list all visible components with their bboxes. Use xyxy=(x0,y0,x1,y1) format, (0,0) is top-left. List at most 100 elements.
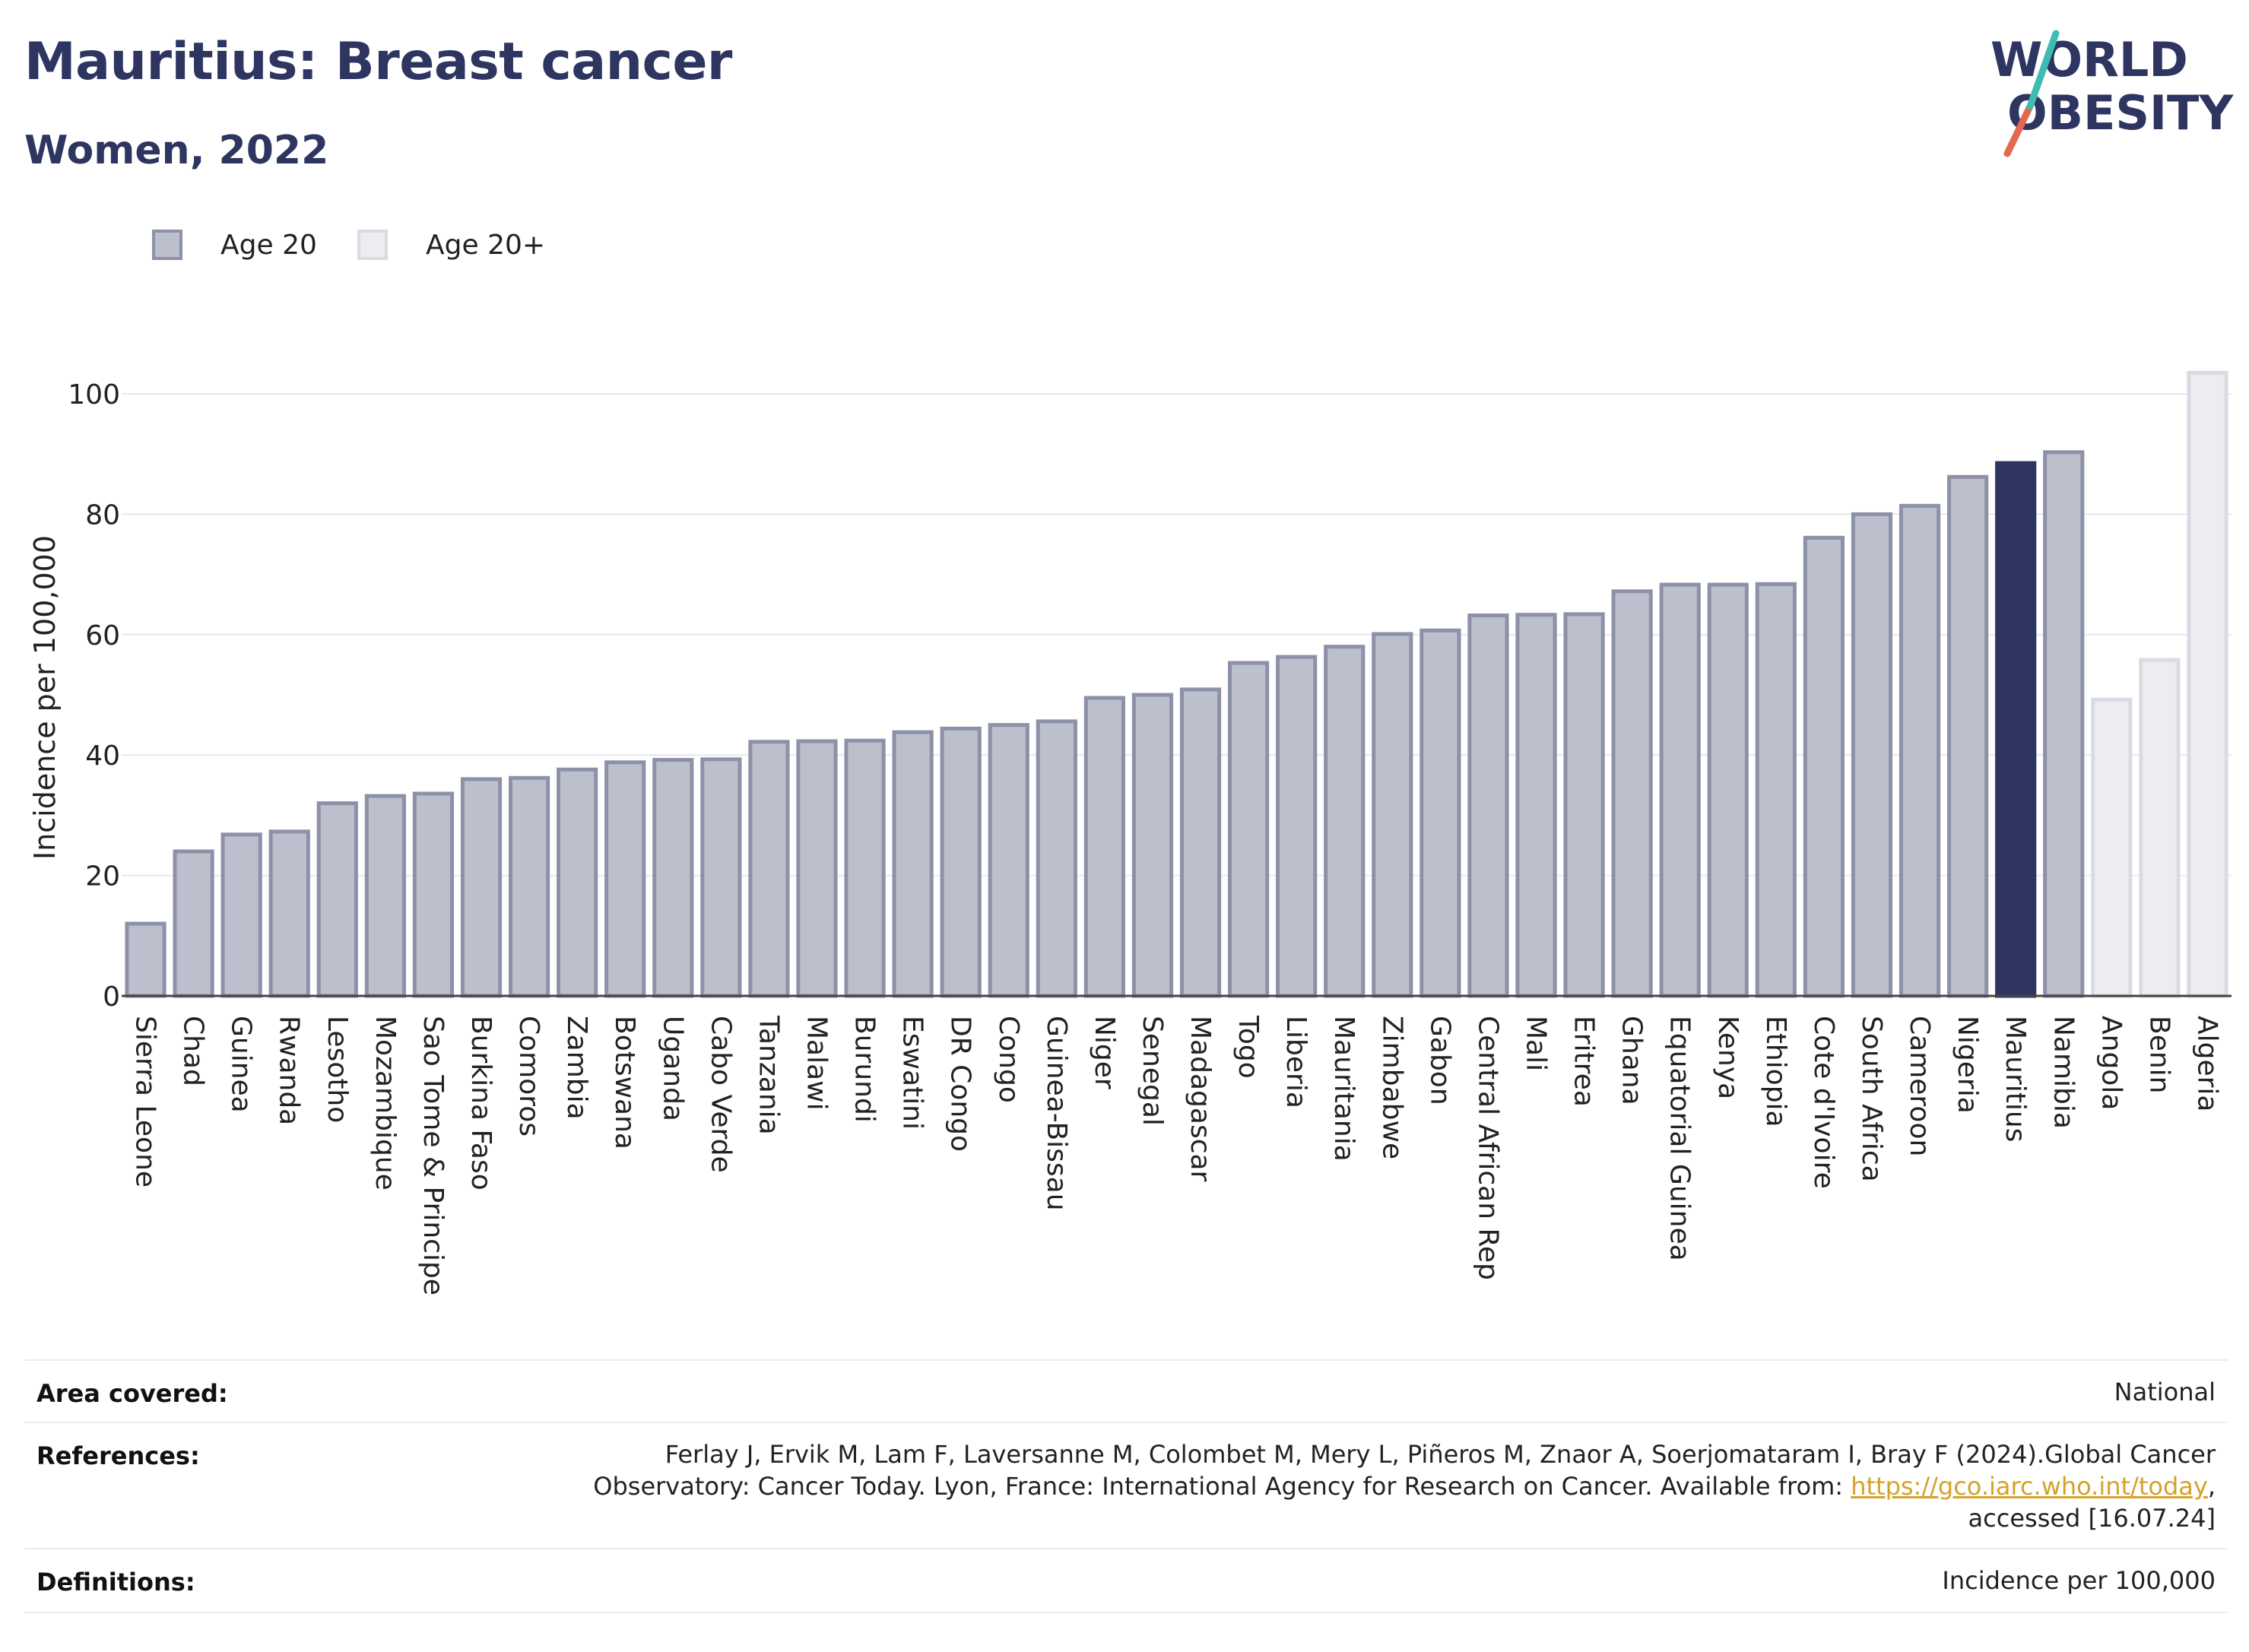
legend-label-age20: Age 20 xyxy=(220,230,317,261)
x-tick-label: Gabon xyxy=(1424,1016,1455,1105)
x-tick-label: Central African Rep xyxy=(1472,1016,1503,1280)
bar-guinea[interactable] xyxy=(220,832,262,998)
x-tick-label: Cote d'Ivoire xyxy=(1808,1016,1839,1189)
bar-senegal[interactable] xyxy=(1131,693,1174,998)
x-tick-label: Chad xyxy=(178,1016,209,1086)
bar-eritrea[interactable] xyxy=(1563,612,1605,998)
logo-text-line2: OBESITY xyxy=(2007,85,2234,141)
x-tick-label: Guinea xyxy=(226,1016,257,1113)
bar-rwanda[interactable] xyxy=(268,829,310,998)
bar-mauritania[interactable] xyxy=(1324,645,1366,998)
bar-angola[interactable] xyxy=(2091,697,2133,998)
x-tick-label: Algeria xyxy=(2191,1016,2222,1112)
x-tick-label: Mali xyxy=(1521,1016,1552,1071)
bar-liberia[interactable] xyxy=(1276,655,1318,998)
bar-dr-congo[interactable] xyxy=(940,726,982,998)
bar-sao-tome-principe[interactable] xyxy=(412,791,455,998)
bar-chad[interactable] xyxy=(173,849,214,998)
y-tick-label: 80 xyxy=(85,499,120,531)
x-tick-label: Equatorial Guinea xyxy=(1664,1016,1695,1261)
bar-niger[interactable] xyxy=(1083,696,1125,998)
bar-central-african-rep[interactable] xyxy=(1467,613,1509,998)
page-subtitle: Women, 2022 xyxy=(24,128,329,173)
bar-lesotho[interactable] xyxy=(316,801,358,998)
x-tick-label: Sierra Leone xyxy=(130,1016,161,1187)
bar-congo[interactable] xyxy=(988,723,1029,998)
x-tick-label: Sao Tome & Principe xyxy=(417,1016,449,1295)
bar-equatorial-guinea[interactable] xyxy=(1659,582,1701,998)
x-tick-label: Malawi xyxy=(801,1016,832,1111)
bar-uganda[interactable] xyxy=(652,758,694,998)
x-tick-label: Mauritania xyxy=(1328,1016,1359,1162)
y-axis-label: Incidence per 100,000 xyxy=(28,535,62,860)
bar-algeria[interactable] xyxy=(2187,370,2228,998)
x-tick-label: Kenya xyxy=(1712,1016,1743,1099)
bar-benin[interactable] xyxy=(2139,658,2181,998)
x-tick-label: Niger xyxy=(1089,1016,1120,1089)
bar-zambia[interactable] xyxy=(557,767,598,998)
x-tick-label: Guinea-Bissau xyxy=(1041,1016,1072,1211)
bar-mauritius[interactable] xyxy=(1995,461,2037,998)
bar-togo[interactable] xyxy=(1228,661,1270,998)
area-covered-value: National xyxy=(2114,1378,2216,1406)
bar-ethiopia[interactable] xyxy=(1755,582,1797,998)
x-tick-label: Ethiopia xyxy=(1760,1016,1791,1127)
bar-cameroon[interactable] xyxy=(1898,503,1941,998)
bar-ghana[interactable] xyxy=(1611,589,1653,998)
y-tick-label: 40 xyxy=(85,740,120,772)
x-tick-label: Cameroon xyxy=(1904,1016,1935,1156)
area-covered-label: Area covered: xyxy=(36,1379,228,1408)
bar-burkina-faso[interactable] xyxy=(460,777,503,998)
bar-botswana[interactable] xyxy=(604,760,646,998)
bar-kenya[interactable] xyxy=(1707,582,1749,998)
x-tick-label: Togo xyxy=(1232,1015,1264,1079)
bar-mali[interactable] xyxy=(1515,613,1557,998)
y-tick-label: 20 xyxy=(85,861,120,893)
x-tick-label: Mauritius xyxy=(2000,1016,2031,1142)
x-axis-labels: Sierra Leone Chad Guinea Rwanda Lesotho Mozam… xyxy=(130,1015,2223,1295)
definitions-value: Incidence per 100,000 xyxy=(1942,1566,2216,1595)
references-link[interactable]: https://gco.iarc.who.int/today xyxy=(1851,1472,2208,1501)
x-tick-label: Eswatini xyxy=(897,1016,928,1130)
y-tick-label: 100 xyxy=(68,379,120,411)
x-tick-label: Burkina Faso xyxy=(465,1016,496,1191)
bar-gabon[interactable] xyxy=(1420,628,1461,998)
x-tick-label: Senegal xyxy=(1137,1016,1168,1126)
world-obesity-logo: WORLD OBESITY xyxy=(1990,30,2234,157)
bar-tanzania[interactable] xyxy=(748,740,790,998)
x-tick-label: Comoros xyxy=(513,1016,544,1137)
x-tick-label: Eritrea xyxy=(1569,1016,1600,1107)
bar-guinea-bissau[interactable] xyxy=(1036,719,1077,998)
bar-nigeria[interactable] xyxy=(1947,474,1989,998)
bar-namibia[interactable] xyxy=(2043,450,2085,998)
bar-madagascar[interactable] xyxy=(1179,687,1222,998)
x-tick-label: DR Congo xyxy=(945,1016,976,1152)
bar-malawi[interactable] xyxy=(796,739,838,998)
info-row-references: References: Ferlay J, Ervik M, Lam F, La… xyxy=(24,1422,2228,1549)
x-tick-label: Zambia xyxy=(561,1016,592,1120)
x-tick-label: Cabo Verde xyxy=(705,1016,736,1173)
x-tick-label: Lesotho xyxy=(322,1016,353,1123)
bar-comoros[interactable] xyxy=(508,775,550,998)
x-tick-label: Nigeria xyxy=(1952,1016,1983,1114)
references-line1: Ferlay J, Ervik M, Lam F, Laversanne M, … xyxy=(665,1440,2216,1469)
references-label: References: xyxy=(36,1441,200,1470)
references-text: Ferlay J, Ervik M, Lam F, Laversanne M, … xyxy=(593,1438,2216,1534)
bar-eswatini[interactable] xyxy=(892,730,934,998)
bar-cabo-verde[interactable] xyxy=(700,757,742,998)
page-title: Mauritius: Breast cancer xyxy=(24,32,732,92)
x-tick-label: Tanzania xyxy=(753,1015,784,1135)
info-row-area: Area covered: National xyxy=(24,1359,2228,1423)
references-line2-end: , xyxy=(2207,1472,2216,1501)
bar-cote-d-ivoire[interactable] xyxy=(1803,535,1845,998)
bar-zimbabwe[interactable] xyxy=(1372,632,1413,998)
bar-mozambique[interactable] xyxy=(364,794,406,998)
legend-swatch-age20 xyxy=(152,230,182,260)
bar-sierra-leone[interactable] xyxy=(125,921,167,998)
bar-burundi[interactable] xyxy=(844,738,886,998)
references-line2: Observatory: Cancer Today. Lyon, France:… xyxy=(593,1470,2216,1502)
x-tick-label: Rwanda xyxy=(274,1016,305,1125)
x-tick-label: Burundi xyxy=(849,1016,880,1123)
x-tick-label: South Africa xyxy=(1856,1016,1887,1182)
bar-south-africa[interactable] xyxy=(1851,512,1893,998)
